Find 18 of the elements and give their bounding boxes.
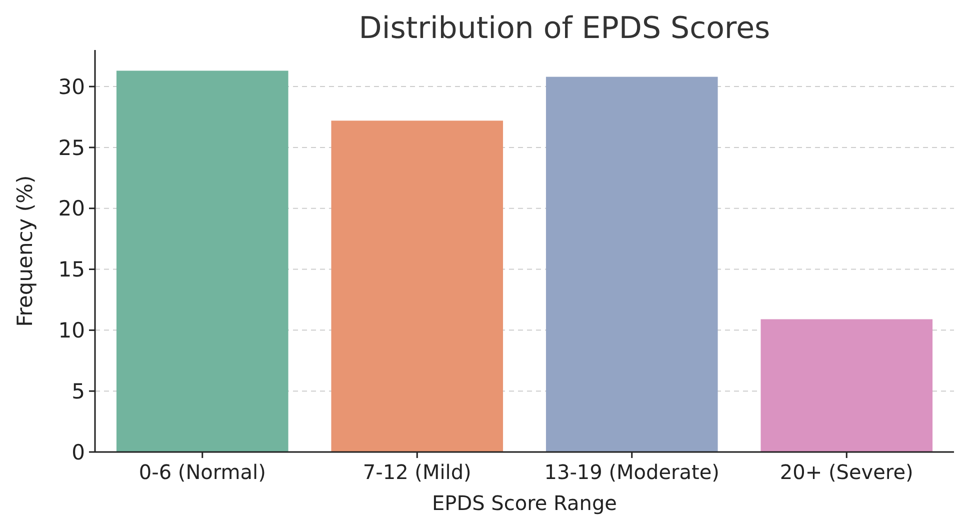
bar	[760, 319, 933, 452]
y-tick-label: 10	[58, 318, 85, 343]
bar	[546, 76, 718, 452]
y-tick-label: 0	[72, 440, 85, 464]
chart-title: Distribution of EPDS Scores	[358, 11, 770, 46]
x-tick-label: 0-6 (Normal)	[138, 460, 266, 484]
y-tick-label: 30	[58, 74, 85, 99]
x-tick-label: 20+ (Severe)	[780, 460, 914, 484]
y-tick-label: 25	[58, 136, 85, 160]
x-axis-title: EPDS Score Range	[432, 491, 617, 515]
bar	[116, 70, 288, 452]
bar	[331, 120, 504, 452]
y-tick-label: 20	[58, 196, 85, 221]
y-tick-label: 15	[58, 258, 85, 282]
x-tick-label: 13-19 (Moderate)	[544, 460, 720, 484]
x-tick-label: 7-12 (Mild)	[362, 460, 472, 484]
y-axis-title: Frequency (%)	[13, 175, 37, 327]
y-tick-label: 5	[72, 379, 85, 404]
